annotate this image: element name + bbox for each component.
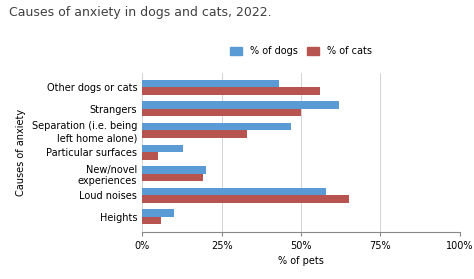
Y-axis label: Causes of anxiety: Causes of anxiety bbox=[17, 109, 27, 196]
Bar bbox=[142, 217, 161, 224]
Bar bbox=[142, 188, 327, 195]
Bar bbox=[142, 101, 339, 109]
Bar bbox=[142, 109, 301, 116]
Bar bbox=[142, 166, 206, 174]
Bar bbox=[142, 80, 279, 87]
Legend: % of dogs, % of cats: % of dogs, % of cats bbox=[227, 42, 375, 60]
Bar bbox=[142, 87, 320, 95]
Bar bbox=[142, 209, 174, 217]
Bar bbox=[142, 152, 158, 160]
Bar bbox=[142, 123, 292, 131]
X-axis label: % of pets: % of pets bbox=[278, 256, 324, 266]
Bar bbox=[142, 145, 183, 152]
Bar bbox=[142, 195, 348, 203]
Bar bbox=[142, 174, 202, 181]
Bar bbox=[142, 131, 247, 138]
Text: Causes of anxiety in dogs and cats, 2022.: Causes of anxiety in dogs and cats, 2022… bbox=[9, 6, 272, 19]
